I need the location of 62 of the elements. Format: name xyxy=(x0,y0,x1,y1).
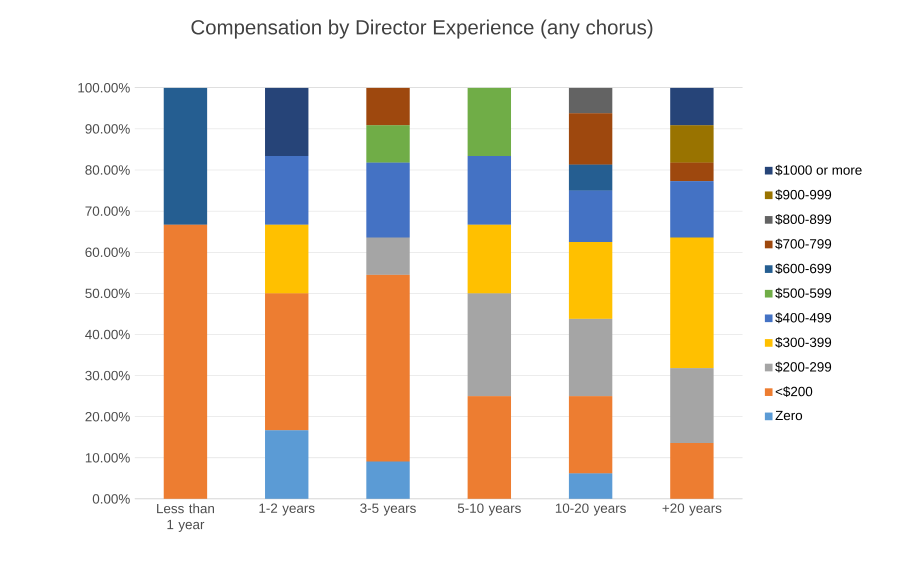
bar xyxy=(265,156,308,225)
legend-label: $300-399 xyxy=(775,337,832,348)
y-tick-label: 60.00% xyxy=(85,248,130,258)
bar xyxy=(670,443,714,500)
legend-label: $900-999 xyxy=(775,190,832,200)
y-tick-label: 90.00% xyxy=(85,124,130,134)
chart-title: Compensation by Director Experience (any chorus) xyxy=(191,20,652,39)
y-tick-label: 20.00% xyxy=(85,412,130,422)
bar xyxy=(568,318,612,396)
bar xyxy=(670,181,714,238)
bar xyxy=(568,113,612,165)
legend-label: $500-599 xyxy=(775,288,832,299)
legend-label: <$200 xyxy=(776,386,812,398)
bar xyxy=(568,242,612,319)
bar xyxy=(366,125,410,163)
bar xyxy=(265,224,308,294)
bar xyxy=(468,396,512,500)
bar xyxy=(670,125,714,163)
bar xyxy=(468,156,512,225)
bar xyxy=(366,88,410,126)
bar xyxy=(366,274,410,462)
y-tick-label: 10.00% xyxy=(86,453,130,463)
y-tick-label: 100.00% xyxy=(78,83,130,93)
bar xyxy=(366,462,410,500)
x-tick-label: 10-20 years xyxy=(556,504,626,516)
bar xyxy=(164,88,208,225)
x-tick-label: 1-2 years xyxy=(259,504,315,516)
x-tick-label: 3-5 years xyxy=(360,504,416,516)
x-tick-label: Less than 1 year xyxy=(157,504,214,532)
bar xyxy=(265,430,308,500)
y-tick-label: 0.00% xyxy=(92,494,130,504)
bar xyxy=(164,224,208,500)
bar xyxy=(670,162,714,182)
bar xyxy=(366,238,410,275)
bar xyxy=(670,238,714,368)
bar xyxy=(568,396,612,474)
bar xyxy=(670,368,714,444)
bar xyxy=(366,162,410,238)
bar xyxy=(568,164,612,191)
bar xyxy=(468,88,512,156)
y-tick-label: 30.00% xyxy=(85,370,130,380)
x-tick-label: +20 years xyxy=(662,504,722,516)
legend-label: $400-499 xyxy=(775,312,832,324)
bar xyxy=(568,88,612,114)
legend-label: $800-899 xyxy=(775,214,832,225)
legend-label: $700-799 xyxy=(775,238,832,250)
bar xyxy=(468,224,512,294)
legend-label: $1000 or more xyxy=(775,164,862,176)
x-tick-label: 5-10 years xyxy=(458,504,521,516)
legend-label: $200-299 xyxy=(775,362,832,373)
bar xyxy=(568,190,612,242)
bar xyxy=(265,88,308,156)
legend-label: $600-699 xyxy=(775,263,832,274)
bar xyxy=(670,88,714,126)
y-tick-label: 40.00% xyxy=(85,330,130,340)
y-tick-label: 70.00% xyxy=(85,206,130,216)
y-tick-label: 80.00% xyxy=(85,165,130,175)
bar xyxy=(265,293,308,430)
legend-label: Zero xyxy=(776,410,802,420)
bar xyxy=(468,293,512,396)
y-tick-label: 50.00% xyxy=(85,288,130,298)
bar xyxy=(568,474,612,500)
